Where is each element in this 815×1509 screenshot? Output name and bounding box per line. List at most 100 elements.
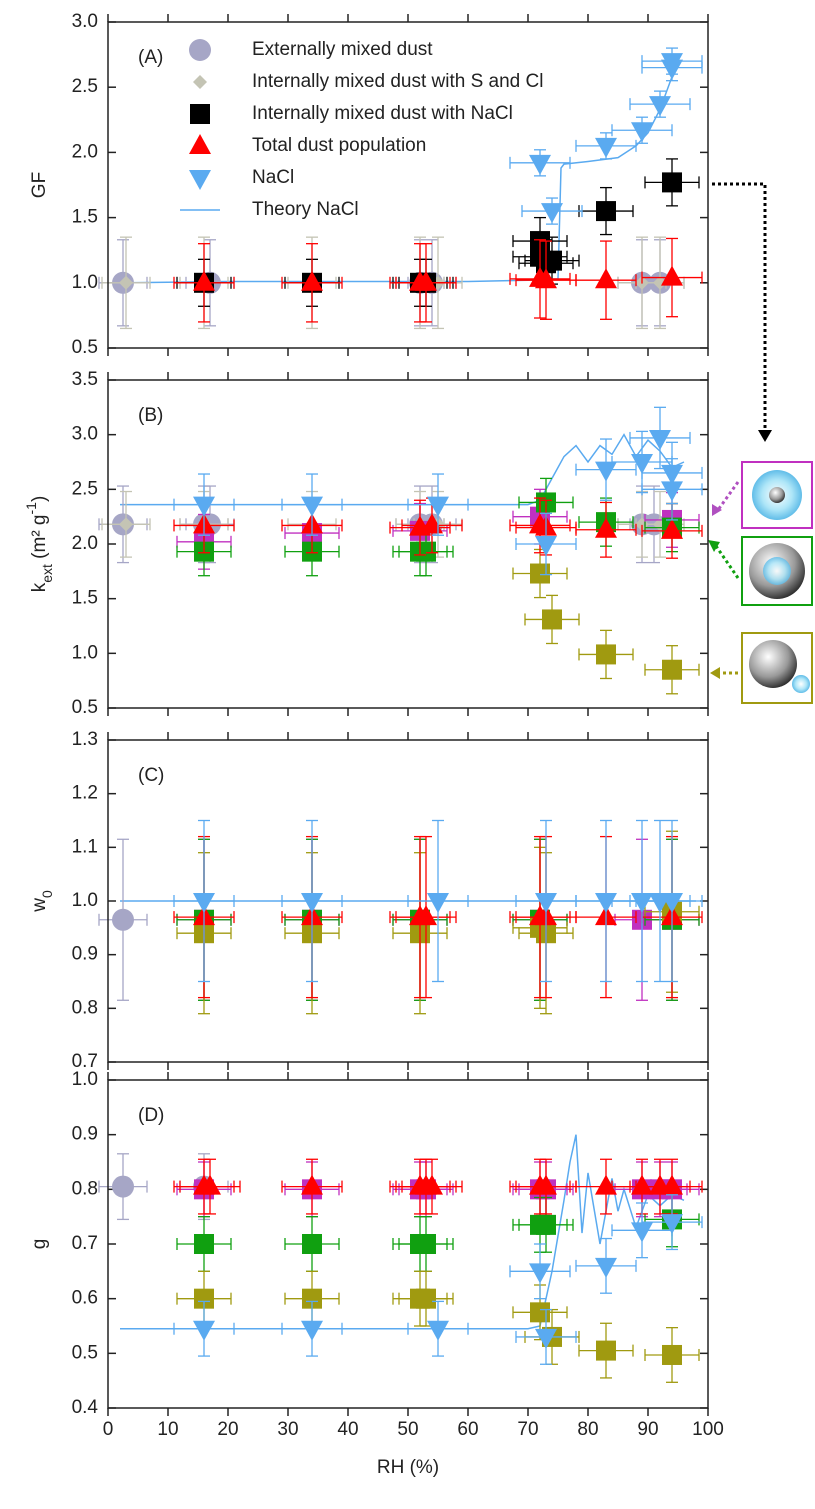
point: [631, 122, 653, 143]
y-tick-label: 0.9: [72, 1124, 98, 1145]
y-tick-label: 3.5: [72, 369, 98, 390]
point: [416, 1288, 436, 1309]
y-axis-label-part: 0: [39, 890, 55, 898]
point: [193, 893, 215, 913]
point: [595, 1174, 617, 1195]
point: [301, 893, 323, 913]
y-axis-label-part: (m² g: [29, 514, 50, 564]
point: [194, 1288, 214, 1309]
point: [529, 154, 551, 175]
icons: [708, 182, 813, 704]
point: [193, 496, 215, 517]
axes: 0.7 0.8 0.9 1.0 1.1 1.2 1.3 w0 (C): [29, 729, 709, 1072]
y-axis-label-part: GF: [29, 172, 50, 198]
axes: 0.5 1.0 1.5 2.0 2.5 3.0 GF (A): [29, 11, 709, 358]
point: [199, 1174, 221, 1195]
y-tick-label: 1.1: [72, 836, 98, 857]
point: [535, 1174, 557, 1195]
point: [542, 609, 562, 630]
y-axis-label-part: g: [29, 1239, 50, 1250]
legend-label: NaCl: [252, 167, 294, 188]
point: [189, 170, 211, 190]
point: [661, 481, 683, 502]
point: [596, 644, 616, 665]
plot-frame: [107, 21, 709, 349]
point: [194, 1234, 214, 1254]
plot-frame: [107, 1079, 709, 1409]
point: [427, 496, 449, 517]
point: [301, 1174, 323, 1195]
plot-frame: [107, 739, 709, 1063]
y-tick-label: 0.4: [72, 1397, 99, 1418]
point: [529, 1263, 551, 1284]
x-tick-label: 30: [277, 1419, 298, 1440]
point: [530, 563, 550, 584]
legend-label: Externally mixed dust: [252, 39, 433, 60]
x-tick-label: 90: [637, 1419, 658, 1440]
x-tick-label: 40: [337, 1419, 358, 1440]
legend-entry: Theory NaCl: [180, 199, 359, 220]
point: [301, 270, 323, 291]
point: [535, 1328, 557, 1349]
plot: [98, 819, 703, 1015]
point: [661, 464, 683, 485]
plot: [98, 1134, 703, 1383]
x-tick-label: 50: [397, 1419, 418, 1440]
point: [653, 275, 667, 290]
y-tick-label: 0.7: [72, 1233, 98, 1254]
point: [421, 1174, 443, 1195]
point: [193, 75, 207, 89]
y-axis-label-part: -1: [23, 502, 39, 515]
point: [631, 1174, 653, 1195]
point: [119, 517, 133, 532]
y-tick-label: 1.5: [72, 588, 98, 609]
plot-frame: [107, 379, 709, 709]
point: [112, 1175, 134, 1198]
point: [542, 250, 562, 271]
point: [662, 172, 682, 193]
point: [536, 1214, 556, 1235]
y-tick-label: 1.0: [72, 1069, 98, 1090]
legend-entry: NaCl: [189, 167, 294, 190]
legend-entry: Externally mixed dust: [189, 39, 433, 61]
point: [112, 908, 134, 931]
point: [302, 1234, 322, 1254]
point: [189, 134, 211, 154]
y-tick-label: 0.9: [72, 944, 98, 965]
point: [662, 659, 682, 680]
point: [662, 1344, 682, 1365]
point: [416, 541, 436, 562]
y-tick-label: 0.8: [72, 1178, 98, 1199]
point: [596, 1340, 616, 1361]
point: [596, 201, 616, 222]
point: [535, 536, 557, 556]
x-tick-label: 0: [103, 1419, 114, 1440]
y-tick-label: 0.5: [72, 337, 98, 358]
point: [541, 203, 563, 224]
x-axis-label: RH (%): [377, 1457, 439, 1478]
x-tick-label: 70: [517, 1419, 538, 1440]
y-axis-label-part: w: [29, 898, 50, 913]
point: [530, 1302, 550, 1323]
y-tick-label: 0.5: [72, 697, 98, 718]
point: [631, 1222, 653, 1243]
y-tick-label: 2.0: [72, 533, 98, 554]
plot: [98, 406, 703, 695]
panel-label: (D): [138, 1105, 164, 1126]
legend-label: Total dust population: [252, 135, 426, 156]
point: [189, 39, 211, 61]
y-tick-label: 0.6: [72, 1288, 98, 1309]
point: [661, 1174, 683, 1195]
panel-label: (A): [138, 47, 163, 68]
point: [535, 893, 557, 913]
theory-line: [120, 1134, 685, 1330]
plot: [98, 47, 703, 330]
point: [595, 1257, 617, 1278]
legend-entry: Total dust population: [189, 134, 426, 156]
point: [595, 137, 617, 158]
error-bar: [101, 236, 151, 330]
legend-entry: Internally mixed dust with S and Cl: [193, 71, 543, 92]
point: [595, 893, 617, 913]
x-tick-label: 80: [577, 1419, 598, 1440]
y-tick-label: 0.7: [72, 1051, 98, 1072]
